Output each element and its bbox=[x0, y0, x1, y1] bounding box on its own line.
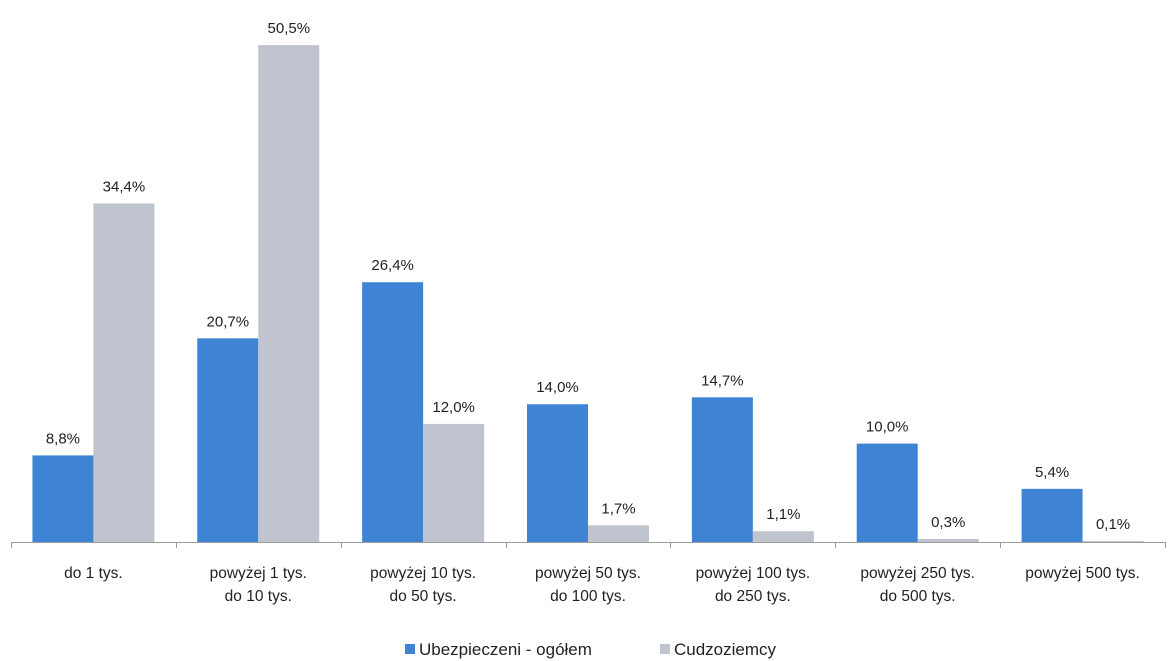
bar-ubezpieczeni-2 bbox=[362, 282, 424, 542]
bar-ubezpieczeni-6 bbox=[1021, 488, 1083, 542]
data-label-ubezpieczeni-4: 14,7% bbox=[701, 372, 744, 389]
data-label-cudzoziemcy-3: 1,7% bbox=[601, 500, 635, 517]
bar-ubezpieczeni-5 bbox=[856, 443, 918, 542]
x-tick-label-5: powyżej 250 tys. do 500 tys. bbox=[860, 565, 975, 605]
bar-ubezpieczeni-4 bbox=[691, 397, 753, 542]
legend-swatch-ubezpieczeni bbox=[405, 644, 415, 654]
x-tick-label-line: powyżej 10 tys. bbox=[370, 565, 476, 582]
bar-cudzoziemcy-3 bbox=[588, 525, 649, 542]
x-tick-label-line: powyżej 250 tys. bbox=[860, 565, 975, 582]
bar-cudzoziemcy-6 bbox=[1082, 541, 1144, 542]
bar-ubezpieczeni-1 bbox=[197, 338, 259, 542]
data-label-ubezpieczeni-6: 5,4% bbox=[1035, 464, 1069, 481]
data-label-cudzoziemcy-6: 0,1% bbox=[1096, 516, 1130, 533]
x-tick-label-2: powyżej 10 tys. do 50 tys. bbox=[370, 565, 476, 605]
x-tick-label-line: do 1 tys. bbox=[64, 565, 123, 582]
data-label-cudzoziemcy-4: 1,1% bbox=[766, 506, 800, 523]
x-tick-label-line: do 250 tys. bbox=[715, 588, 791, 605]
x-tick-label-1: powyżej 1 tys. do 10 tys. bbox=[210, 565, 307, 605]
bar-cudzoziemcy-0 bbox=[93, 203, 155, 542]
x-tick-labels-group: do 1 tys. powyżej 1 tys. do 10 tys.powyżej… bbox=[64, 565, 1140, 605]
x-tick-label-4: powyżej 100 tys. do 250 tys. bbox=[696, 565, 811, 605]
x-tick-label-3: powyżej 50 tys. do 100 tys. bbox=[535, 565, 641, 605]
bar-ubezpieczeni-3 bbox=[527, 404, 588, 542]
legend-label-cudzoziemcy: Cudzoziemcy bbox=[674, 640, 777, 659]
x-tick-label-line: powyżej 50 tys. bbox=[535, 565, 641, 582]
x-axis bbox=[11, 542, 1166, 548]
legend: Ubezpieczeni - ogółem Cudzoziemcy bbox=[405, 640, 777, 659]
data-label-ubezpieczeni-3: 14,0% bbox=[536, 379, 579, 396]
x-tick-label-line: do 10 tys. bbox=[225, 588, 292, 605]
legend-swatch-cudzoziemcy bbox=[660, 644, 670, 654]
bars-group bbox=[32, 45, 1144, 542]
data-label-ubezpieczeni-1: 20,7% bbox=[207, 313, 250, 330]
bar-cudzoziemcy-4 bbox=[752, 531, 814, 542]
x-tick-label-line: do 50 tys. bbox=[390, 588, 457, 605]
data-labels-group: 8,8% 34,4% 20,7% 50,5% 26,4% 12,0% 14,0% 1,7% 14… bbox=[46, 20, 1130, 533]
data-label-ubezpieczeni-0: 8,8% bbox=[46, 430, 80, 447]
x-tick-label-line: do 500 tys. bbox=[880, 588, 956, 605]
data-label-ubezpieczeni-5: 10,0% bbox=[866, 419, 909, 436]
data-label-cudzoziemcy-0: 34,4% bbox=[103, 179, 146, 196]
data-label-cudzoziemcy-5: 0,3% bbox=[931, 514, 965, 531]
bar-ubezpieczeni-0 bbox=[32, 455, 94, 542]
data-label-cudzoziemcy-1: 50,5% bbox=[268, 20, 311, 37]
x-tick-label-line: powyżej 1 tys. bbox=[210, 565, 307, 582]
bar-cudzoziemcy-1 bbox=[258, 45, 320, 542]
x-tick-label-line: powyżej 500 tys. bbox=[1025, 565, 1140, 582]
x-tick-label-line: do 100 tys. bbox=[550, 588, 626, 605]
x-tick-label-0: do 1 tys. bbox=[64, 565, 123, 582]
x-tick-label-line: powyżej 100 tys. bbox=[696, 565, 811, 582]
bar-cudzoziemcy-2 bbox=[423, 423, 485, 542]
data-label-ubezpieczeni-2: 26,4% bbox=[371, 257, 414, 274]
data-label-cudzoziemcy-2: 12,0% bbox=[432, 399, 475, 416]
bar-cudzoziemcy-5 bbox=[917, 539, 979, 542]
x-tick-label-6: powyżej 500 tys. bbox=[1025, 565, 1140, 582]
legend-label-ubezpieczeni: Ubezpieczeni - ogółem bbox=[419, 640, 592, 659]
